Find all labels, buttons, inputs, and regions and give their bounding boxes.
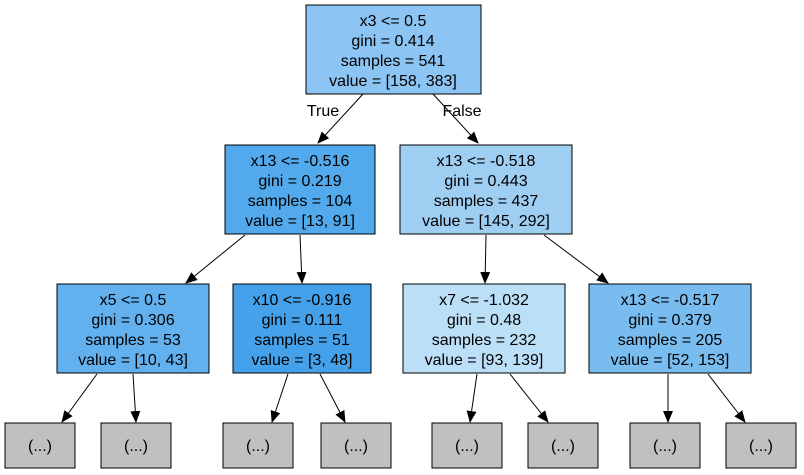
node-text: gini = 0.306	[91, 312, 174, 329]
tree-node-left: x13 <= -0.516 gini = 0.219 samples = 104…	[224, 144, 376, 235]
leaf-node-7: (...)	[629, 422, 701, 469]
node-text: x13 <= -0.516	[251, 153, 350, 170]
node-box	[402, 283, 566, 374]
edge-label-false: False	[442, 103, 481, 120]
node-text: value = [145, 292]	[422, 213, 550, 230]
tree-node-rr: x13 <= -0.517 gini = 0.379 samples = 205…	[588, 283, 752, 374]
node-text: value = [10, 43]	[78, 352, 188, 369]
leaf-node-5: (...)	[431, 422, 503, 469]
leaf-box	[222, 422, 294, 469]
node-box	[224, 144, 376, 235]
node-box	[399, 144, 573, 235]
leaf-text: (...)	[653, 438, 677, 455]
tree-node-right: x13 <= -0.518 gini = 0.443 samples = 437…	[399, 144, 573, 235]
leaf-node-3: (...)	[222, 422, 294, 469]
edge-ll-leaf1	[61, 373, 98, 423]
leaf-box	[320, 422, 392, 469]
node-text: samples = 232	[432, 332, 537, 349]
edge-lr-leaf2	[319, 373, 346, 423]
leaf-node-8: (...)	[725, 422, 797, 469]
edge-lr-leaf1	[270, 373, 289, 423]
leaf-text: (...)	[246, 438, 270, 455]
edge-rr-leaf2	[707, 373, 746, 423]
tree-node-ll: x5 <= 0.5 gini = 0.306 samples = 53 valu…	[56, 283, 210, 374]
node-text: x13 <= -0.518	[437, 153, 536, 170]
node-text: value = [13, 91]	[245, 213, 355, 230]
node-text: samples = 53	[85, 332, 181, 349]
node-text: value = [93, 139]	[425, 352, 544, 369]
edge-right-rr	[543, 234, 609, 284]
node-text: samples = 51	[254, 332, 350, 349]
edge-right-rl	[480, 234, 491, 284]
node-text: samples = 437	[434, 193, 539, 210]
edge-left-ll	[185, 234, 246, 284]
leaf-text: (...)	[749, 438, 773, 455]
leaf-text: (...)	[551, 438, 575, 455]
node-text: samples = 104	[248, 193, 353, 210]
node-text: value = [158, 383]	[329, 73, 457, 90]
edge-ll-leaf2	[130, 373, 141, 423]
node-text: samples = 541	[341, 53, 446, 70]
edge-rl-leaf2	[509, 373, 549, 423]
node-box	[232, 283, 372, 374]
node-text: x10 <= -0.916	[253, 292, 352, 309]
node-box	[56, 283, 210, 374]
node-text: x13 <= -0.517	[621, 292, 720, 309]
leaf-box	[100, 422, 172, 469]
edge-root-left	[317, 93, 364, 144]
node-text: value = [52, 153]	[611, 352, 730, 369]
node-text: value = [3, 48]	[252, 352, 353, 369]
leaf-box	[431, 422, 503, 469]
node-text: samples = 205	[618, 332, 723, 349]
node-text: gini = 0.48	[447, 312, 521, 329]
tree-node-lr: x10 <= -0.916 gini = 0.111 samples = 51 …	[232, 283, 372, 374]
node-text: x3 <= 0.5	[360, 13, 427, 30]
leaf-node-2: (...)	[100, 422, 172, 469]
leaf-node-4: (...)	[320, 422, 392, 469]
edge-left-lr	[296, 234, 307, 284]
node-box	[305, 4, 482, 95]
leaf-node-1: (...)	[4, 422, 76, 469]
node-text: gini = 0.219	[258, 173, 341, 190]
node-text: gini = 0.379	[628, 312, 711, 329]
node-text: x7 <= -1.032	[439, 292, 529, 309]
leaf-box	[725, 422, 797, 469]
leaf-box	[629, 422, 701, 469]
node-text: gini = 0.111	[262, 312, 343, 329]
edge-rl-leaf1	[466, 373, 478, 423]
tree-node-rl: x7 <= -1.032 gini = 0.48 samples = 232 v…	[402, 283, 566, 374]
leaf-text: (...)	[455, 438, 479, 455]
edge-label-true: True	[307, 103, 339, 120]
node-box	[588, 283, 752, 374]
leaf-node-6: (...)	[527, 422, 599, 469]
leaf-text: (...)	[28, 438, 52, 455]
node-text: gini = 0.443	[444, 173, 527, 190]
leaf-box	[4, 422, 76, 469]
node-text: x5 <= 0.5	[100, 292, 167, 309]
node-text: gini = 0.414	[351, 33, 434, 50]
edges	[61, 93, 746, 423]
leaf-text: (...)	[344, 438, 368, 455]
leaf-text: (...)	[124, 438, 148, 455]
tree-node-root: x3 <= 0.5 gini = 0.414 samples = 541 val…	[305, 4, 482, 95]
edge-root-right	[432, 93, 479, 144]
leaf-box	[527, 422, 599, 469]
